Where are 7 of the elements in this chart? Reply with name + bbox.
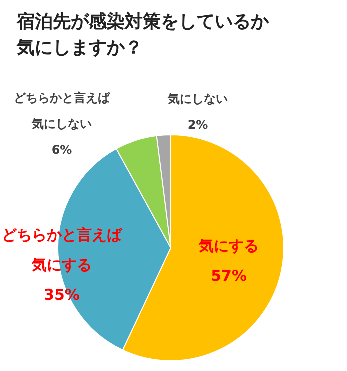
slice-label: どちらかと言えば気にしない: [14, 91, 111, 131]
chart-title: 宿泊先が感染対策をしているか気にしますか？: [16, 12, 270, 58]
slice-label: 気にしない: [167, 92, 228, 106]
slice-label: 気にする: [198, 236, 260, 255]
data-label: 2%: [188, 118, 208, 132]
data-label: 57%: [211, 266, 248, 285]
data-label: 6%: [52, 143, 72, 157]
